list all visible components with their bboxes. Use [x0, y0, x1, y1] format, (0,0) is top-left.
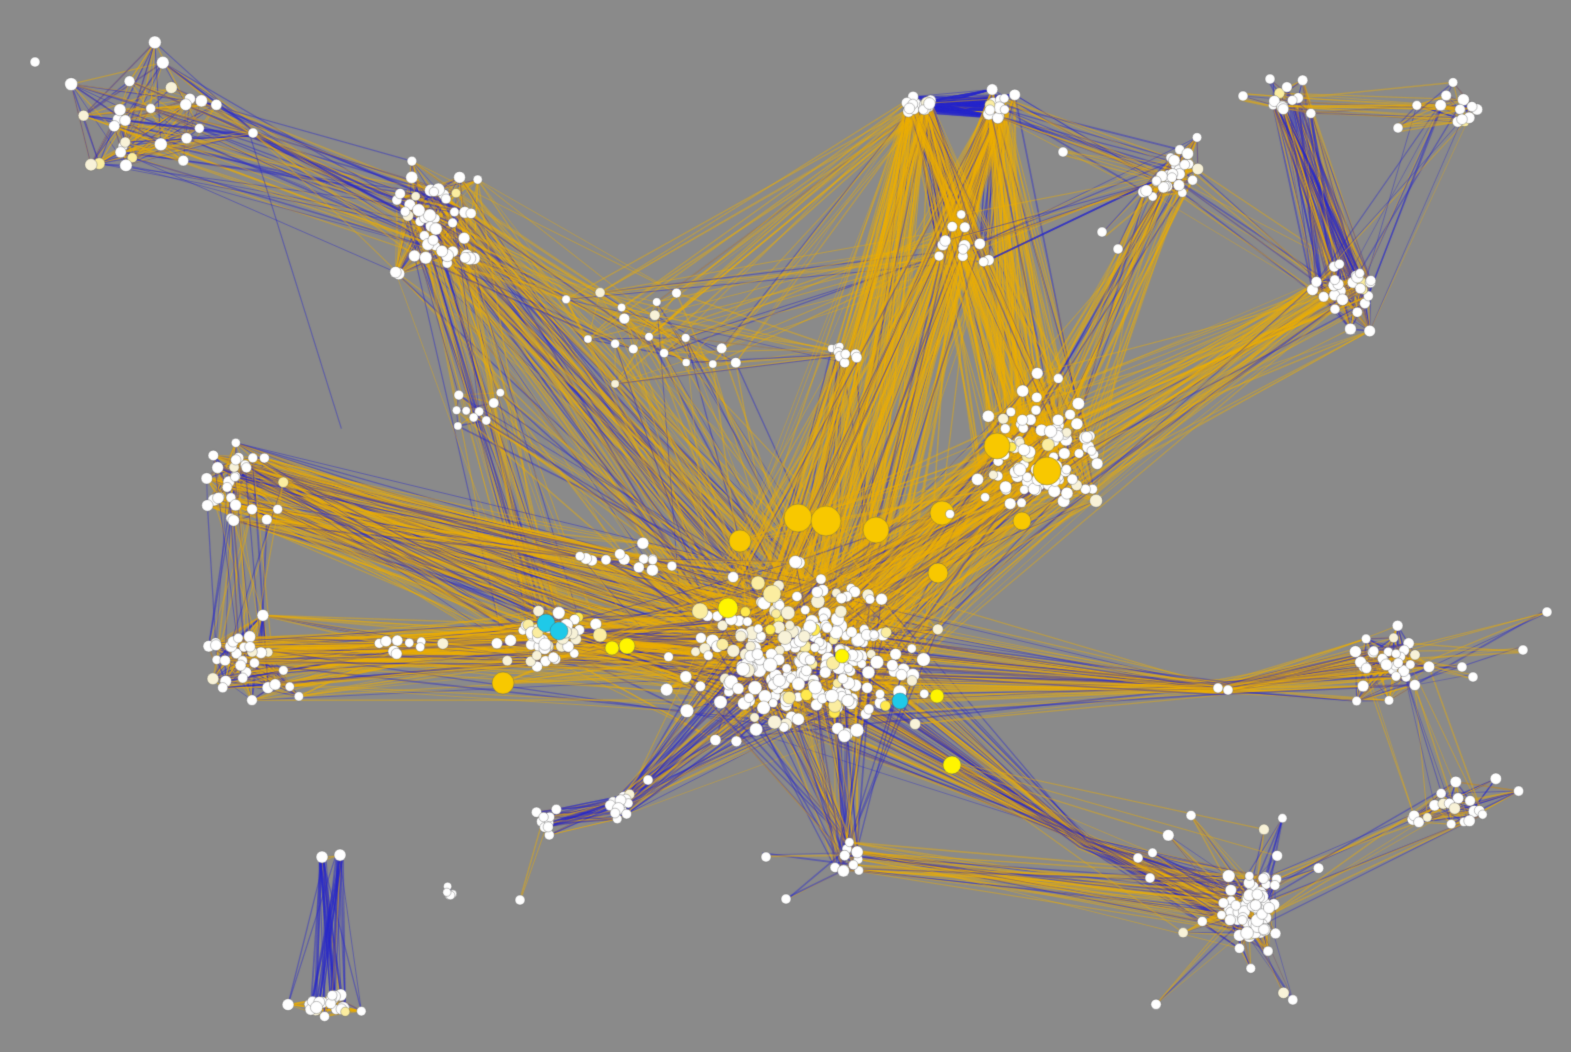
network-graph-canvas[interactable] [0, 0, 1571, 1052]
graph-viewport [0, 0, 1571, 1052]
